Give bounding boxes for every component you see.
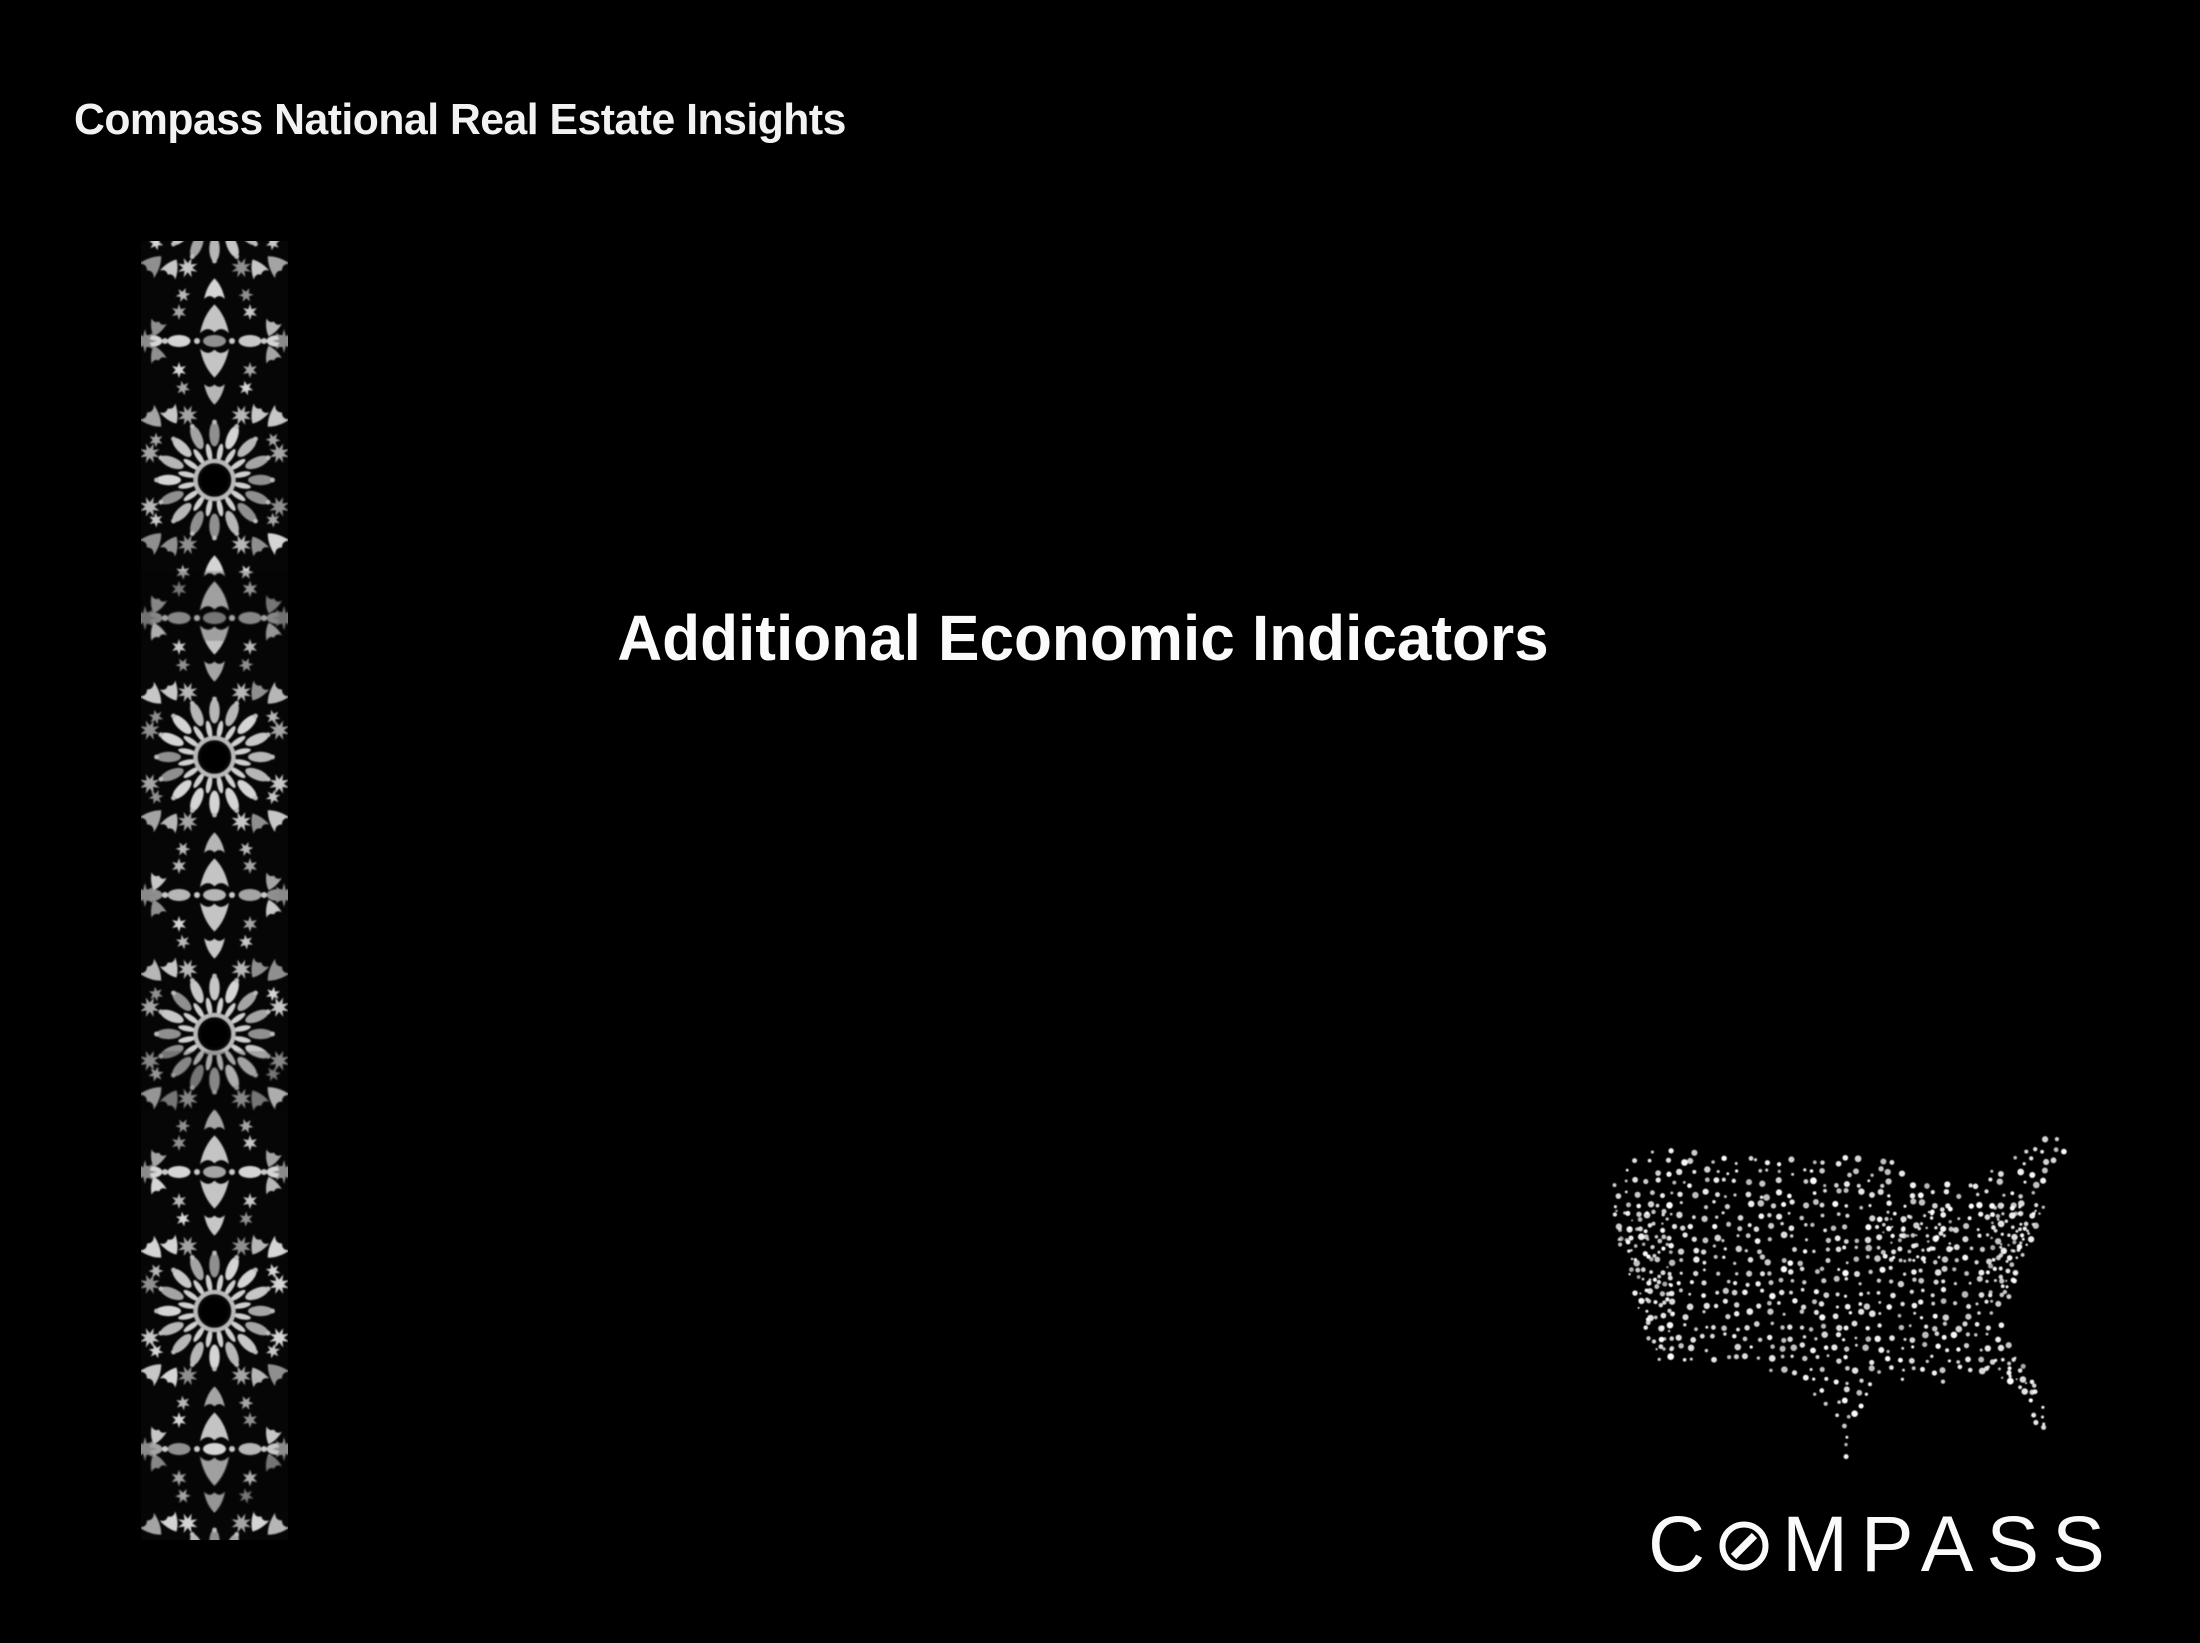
compass-logo: C MPASS	[1648, 1504, 2118, 1583]
us-dot-map	[1588, 1133, 2110, 1469]
slide-title: Additional Economic Indicators	[617, 602, 1549, 674]
slide-header-title: Compass National Real Estate Insights	[74, 95, 846, 144]
compass-logo-letters-post: MPASS	[1782, 1499, 2118, 1588]
zellige-pattern-strip	[141, 241, 288, 1540]
compass-logo-letter-pre: C	[1648, 1499, 1719, 1588]
compass-o-slash-icon	[1719, 1521, 1769, 1571]
